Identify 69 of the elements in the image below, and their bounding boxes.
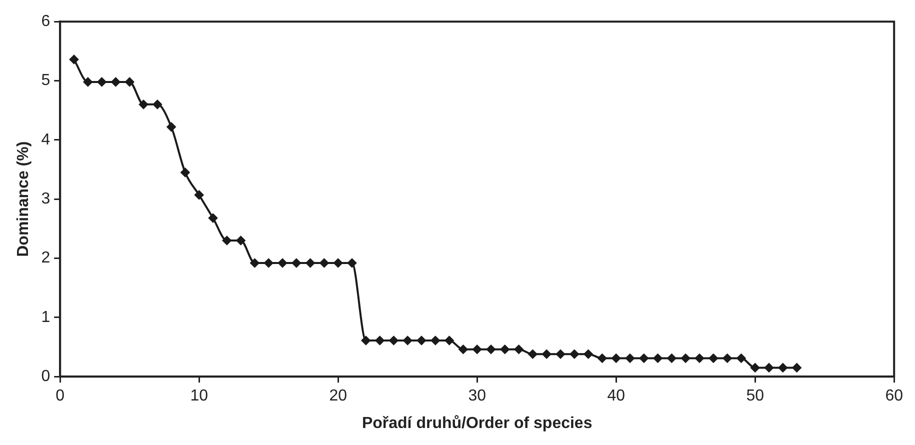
y-tick-label: 6 xyxy=(41,13,50,30)
point xyxy=(236,236,246,246)
x-tick-label: 10 xyxy=(190,388,208,405)
point xyxy=(639,354,648,363)
point xyxy=(528,350,538,359)
point xyxy=(208,214,218,223)
point xyxy=(250,258,260,268)
point xyxy=(430,336,440,346)
point xyxy=(695,354,704,363)
point xyxy=(334,258,343,268)
point xyxy=(514,344,524,354)
point xyxy=(194,190,204,200)
y-tick-label: 2 xyxy=(41,250,50,267)
point xyxy=(111,77,120,86)
x-tick-label: 50 xyxy=(746,388,764,405)
y-tick-label: 5 xyxy=(41,72,50,90)
point xyxy=(361,336,370,346)
point xyxy=(792,363,802,372)
point xyxy=(97,77,106,86)
point xyxy=(556,350,565,359)
point xyxy=(125,77,134,86)
point xyxy=(500,344,510,354)
point xyxy=(444,336,454,346)
point xyxy=(778,363,788,372)
point xyxy=(152,100,162,109)
point xyxy=(681,354,690,363)
point xyxy=(375,336,384,346)
point xyxy=(292,258,301,268)
point xyxy=(736,354,746,363)
x-axis-title: Pořadí druhů/Order of species xyxy=(362,414,592,432)
y-tick-label: 3 xyxy=(41,190,50,208)
point xyxy=(320,258,329,268)
point xyxy=(83,77,92,86)
x-tick-label: 40 xyxy=(607,388,626,405)
x-tick-label: 60 xyxy=(885,388,904,405)
point xyxy=(570,350,579,359)
x-tick-label: 0 xyxy=(56,388,65,405)
point xyxy=(278,258,287,268)
point xyxy=(166,122,176,132)
x-tick-label: 30 xyxy=(468,388,486,405)
x-tick-label: 20 xyxy=(329,388,348,405)
point xyxy=(458,344,468,354)
point xyxy=(598,354,607,363)
point xyxy=(348,258,356,268)
point xyxy=(139,100,148,109)
point xyxy=(722,354,732,363)
point xyxy=(222,236,232,246)
point xyxy=(403,336,412,346)
point xyxy=(764,363,774,372)
point xyxy=(417,336,426,346)
y-tick-label: 4 xyxy=(41,131,50,148)
point xyxy=(667,354,676,363)
point xyxy=(542,350,552,359)
point xyxy=(653,354,662,363)
point xyxy=(750,363,760,372)
y-tick-label: 0 xyxy=(41,368,50,386)
point xyxy=(708,354,718,363)
point xyxy=(472,344,482,354)
point xyxy=(486,344,496,354)
point xyxy=(626,354,634,363)
y-axis-title: Dominance (%) xyxy=(15,141,32,257)
point xyxy=(180,168,190,177)
point xyxy=(612,354,621,363)
point xyxy=(306,258,315,268)
point xyxy=(584,350,593,359)
point xyxy=(389,336,398,346)
y-tick-label: 1 xyxy=(41,308,50,326)
point xyxy=(70,54,78,64)
point xyxy=(264,258,274,268)
